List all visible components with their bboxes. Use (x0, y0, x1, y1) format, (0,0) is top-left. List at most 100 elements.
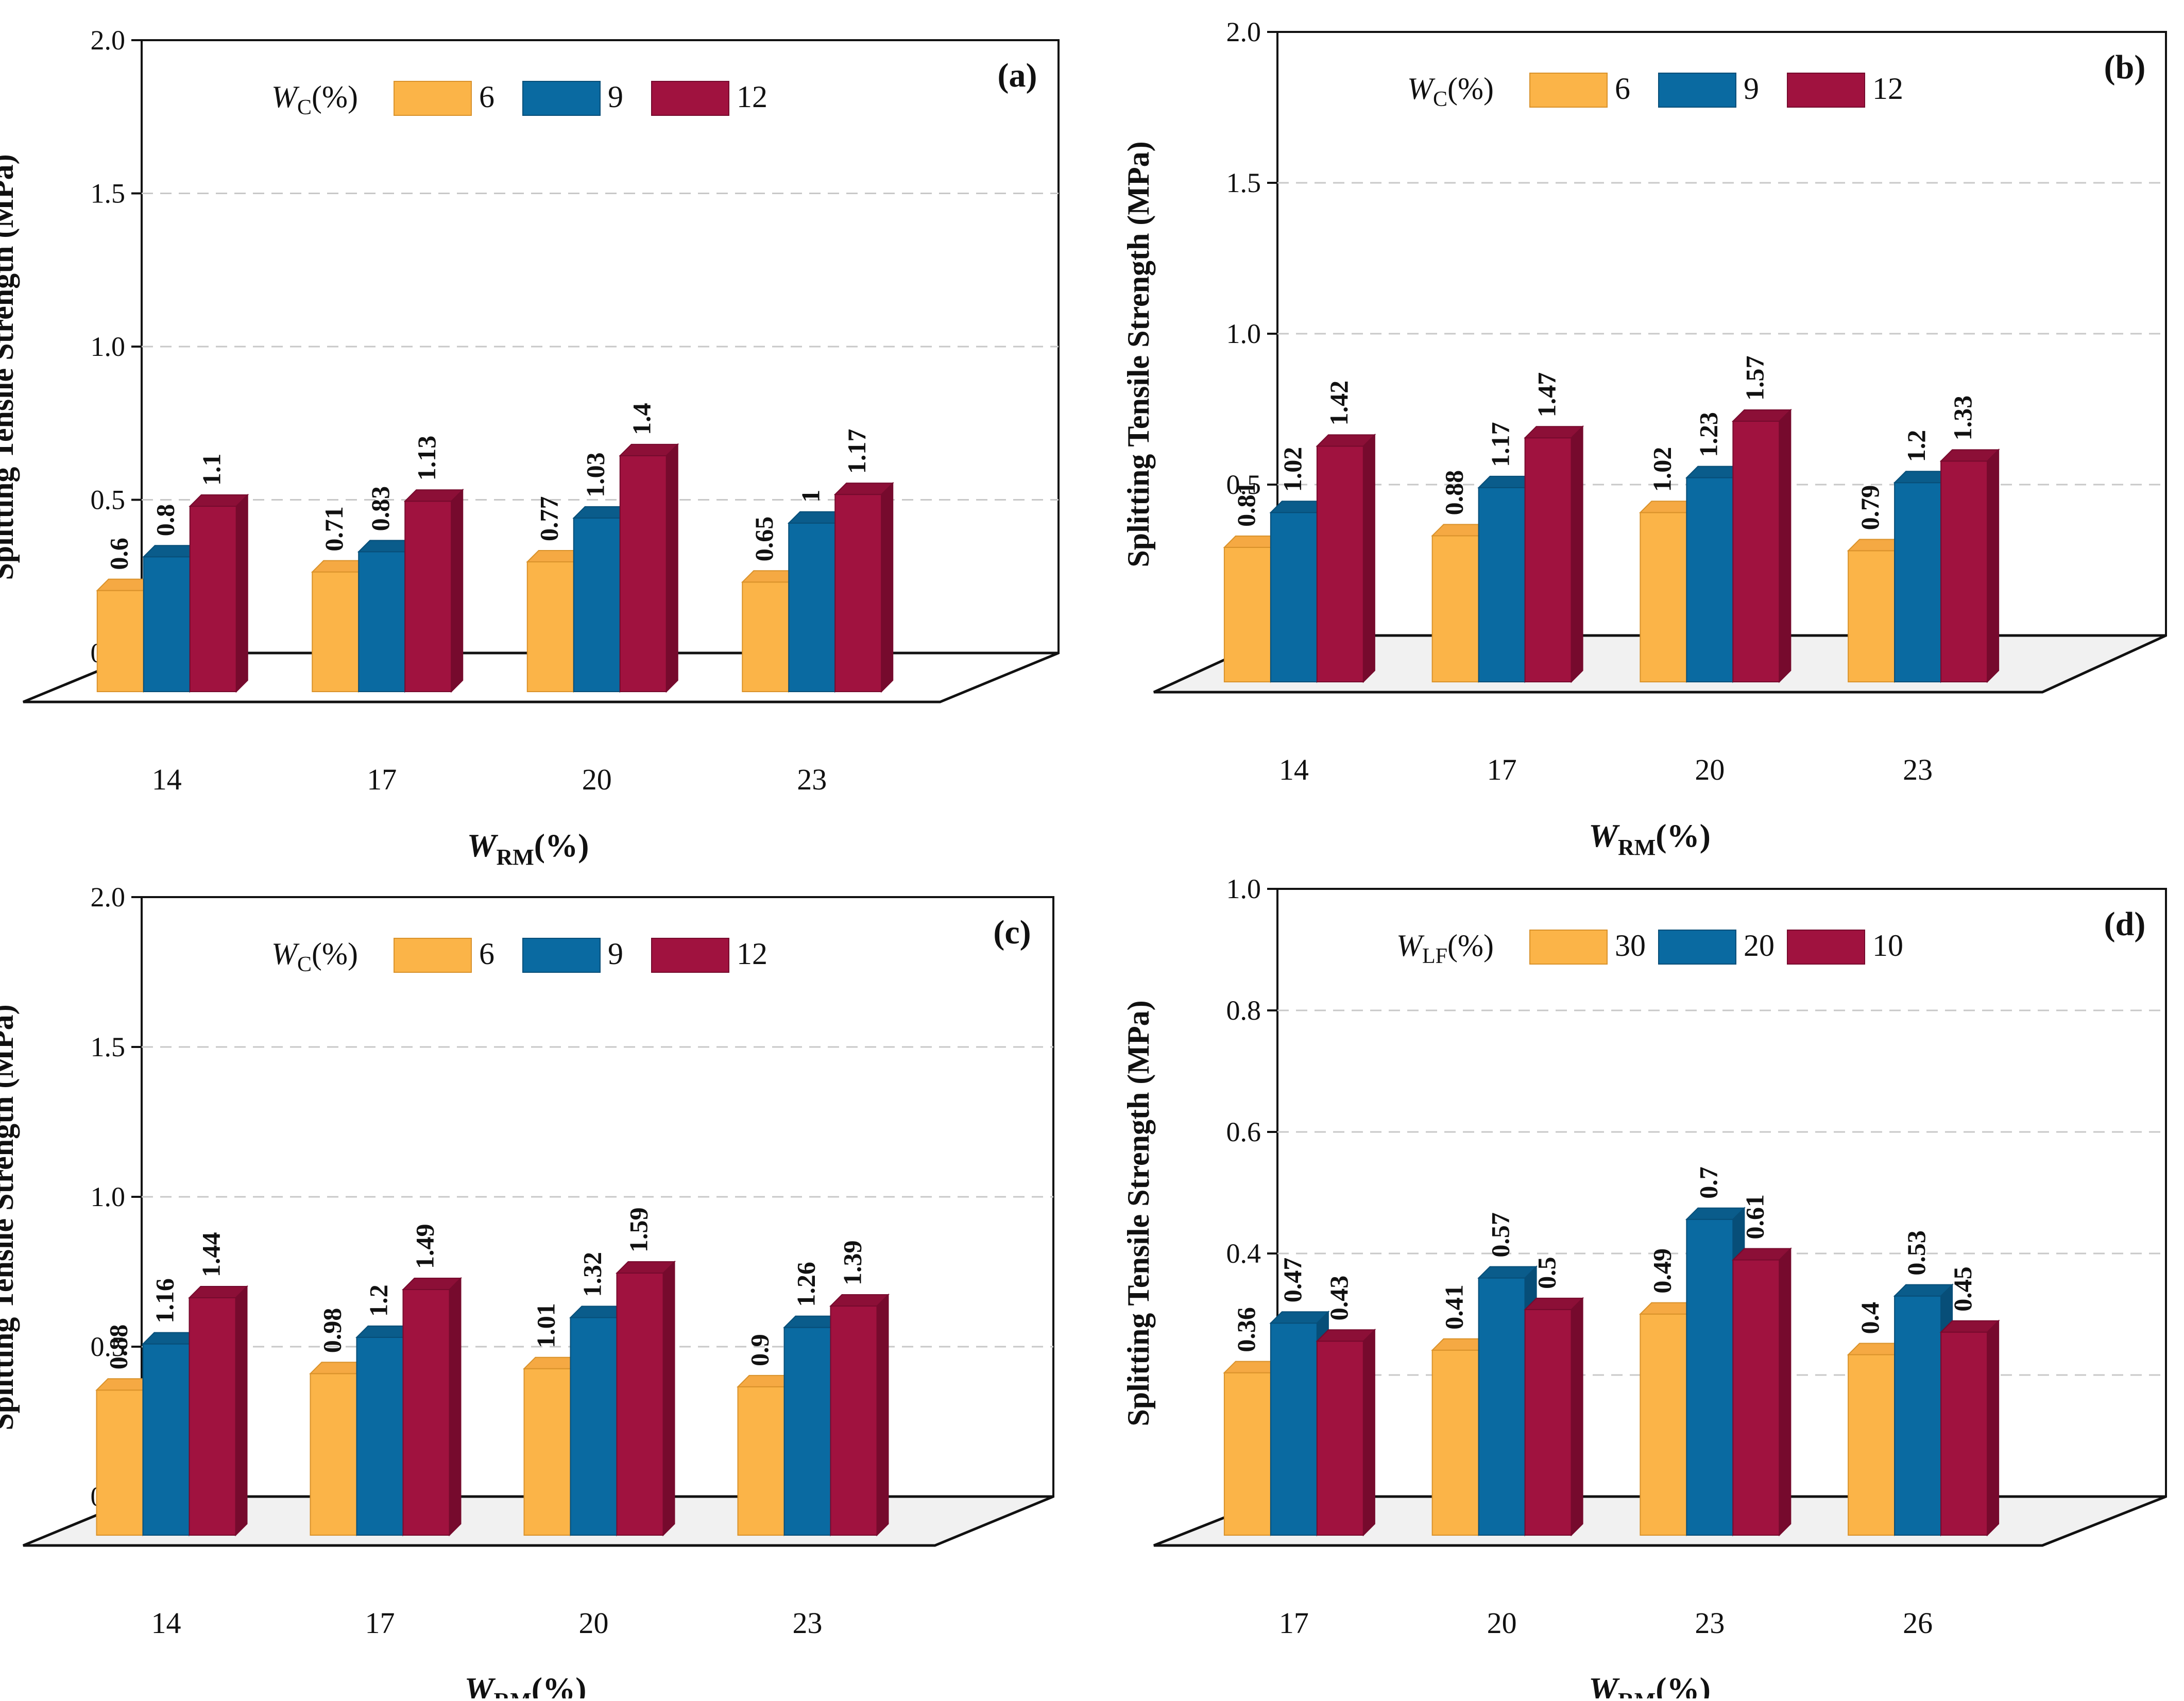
bar-value-label: 1.02 (1278, 447, 1307, 492)
bar-front (1478, 1277, 1526, 1536)
legend-label: 6 (479, 937, 494, 971)
bar-10-26: 0.45 (1939, 1266, 2000, 1537)
bar-12-17: 1.13 (403, 436, 464, 693)
bar-front (783, 1327, 831, 1536)
bar-side (1987, 1319, 2000, 1537)
bar-front (830, 1305, 878, 1536)
y-tick-label: 1.5 (91, 178, 126, 209)
bar-front (143, 556, 191, 692)
bar-value-label: 1.59 (624, 1208, 653, 1253)
bar-front (1640, 1313, 1687, 1536)
bar-front (1431, 535, 1479, 682)
x-tick-label: 17 (1487, 753, 1517, 786)
bar-value-label: 1.39 (838, 1241, 867, 1286)
bar-value-label: 1.32 (578, 1252, 607, 1297)
x-tick-label: 26 (1903, 1606, 1933, 1640)
legend-label: 6 (479, 80, 494, 114)
bar-front (1223, 1372, 1271, 1536)
y-axis-label: Splitting Tensile Strength (MPa) (0, 154, 20, 580)
legend-swatch (522, 81, 601, 116)
bar-value-label: 0.88 (104, 1325, 133, 1370)
x-tick-label: 17 (1279, 1606, 1309, 1640)
x-axis-label: WRM(%) (1589, 1671, 1711, 1698)
y-tick-label: 2.0 (91, 882, 126, 913)
bar-12-17: 1.49 (402, 1224, 462, 1537)
bar-side (1571, 1297, 1583, 1537)
bar-front (1524, 437, 1572, 682)
y-tick-label: 1.0 (91, 1181, 126, 1212)
bar-front (1223, 546, 1271, 682)
x-tick-label: 20 (579, 1606, 609, 1640)
bar-side (1362, 433, 1375, 683)
bar-value-label: 0.8 (151, 504, 180, 537)
bar-value-label: 1.2 (364, 1284, 393, 1317)
bar-front (1940, 1331, 1988, 1536)
panel-label: (d) (2104, 905, 2146, 943)
bar-front (404, 501, 452, 693)
y-tick-label: 1.0 (1226, 873, 1261, 904)
legend-swatch (522, 938, 601, 973)
bar-value-label: 1.47 (1532, 372, 1561, 418)
bar-front (1316, 1341, 1364, 1536)
bar-12-23: 1.17 (833, 429, 894, 693)
legend-label: 12 (737, 937, 767, 971)
bar-front (1270, 512, 1318, 683)
bar-10-17: 0.43 (1316, 1276, 1376, 1537)
legend-swatch (1658, 73, 1736, 108)
bar-front (737, 1386, 785, 1536)
legend-label: 12 (1872, 72, 1903, 106)
bar-value-label: 0.83 (366, 486, 395, 531)
bar-front (1524, 1309, 1572, 1536)
bar-front (834, 494, 882, 692)
panel-label: (b) (2104, 48, 2146, 86)
bar-front (312, 571, 360, 692)
bar-value-label: 1.42 (1324, 381, 1353, 426)
bar-front (1732, 1259, 1780, 1536)
bar-value-label: 0.65 (749, 517, 778, 562)
x-tick-label: 14 (1279, 753, 1309, 786)
bar-value-label: 0.81 (1232, 482, 1260, 527)
y-tick-label: 0.5 (1226, 469, 1261, 500)
bar-value-label: 0.61 (1740, 1194, 1769, 1240)
bar-side (449, 1277, 462, 1537)
bar-value-label: 0.4 (1855, 1302, 1884, 1334)
bar-side (666, 443, 678, 693)
bar-value-label: 0.41 (1440, 1284, 1469, 1330)
legend: WLF(%) 30 20 10 (1396, 929, 1903, 968)
x-tick-label: 14 (151, 1606, 181, 1640)
bar-value-label: 1.13 (412, 436, 441, 481)
bar-12-23: 1.39 (829, 1241, 890, 1537)
bar-12-14: 1.44 (188, 1232, 248, 1537)
bar-value-label: 0.79 (1855, 485, 1884, 530)
legend-label: 12 (737, 80, 767, 114)
y-axis-label: Splitting Tensile Strength (MPa) (0, 1004, 20, 1430)
bar-12-17: 1.47 (1524, 372, 1584, 683)
legend: WC(%) 6 9 12 (271, 937, 767, 976)
bar-front (96, 1389, 144, 1536)
bar-value-label: 1 (796, 490, 825, 503)
bar-front (1640, 512, 1687, 683)
panel-c: 0.00.51.01.52.0140.881.161.44170.981.21.… (0, 882, 1054, 1701)
bar-12-20: 1.57 (1731, 355, 1792, 683)
bar-front (742, 581, 790, 692)
bar-value-label: 1.44 (197, 1232, 226, 1278)
x-tick-label: 14 (152, 763, 182, 796)
bar-side (881, 482, 894, 693)
bar-front (1894, 1295, 1942, 1536)
bar-front (1732, 420, 1780, 682)
bar-12-14: 1.42 (1316, 381, 1376, 683)
bar-front (1686, 1218, 1734, 1536)
x-tick-label: 17 (365, 1606, 395, 1640)
legend-swatch (1787, 930, 1865, 965)
x-tick-label: 20 (1695, 753, 1725, 786)
legend-label: 9 (1744, 72, 1759, 106)
legend: WC(%) 6 9 12 (1407, 72, 1903, 111)
y-tick-label: 0.6 (1226, 1116, 1261, 1147)
bar-front (1270, 1322, 1318, 1536)
legend-swatch (651, 938, 729, 973)
y-tick-label: 2.0 (91, 25, 126, 56)
bar-side (1362, 1328, 1375, 1537)
bar-value-label: 0.77 (535, 496, 564, 542)
